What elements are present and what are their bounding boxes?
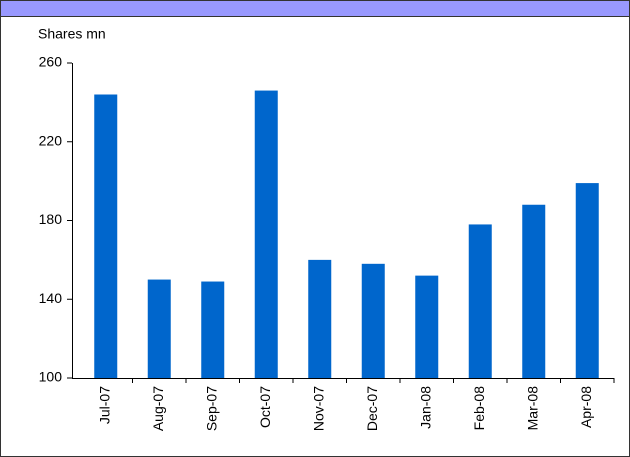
y-tick-label: 220: [39, 132, 63, 148]
y-axis-label: Shares mn: [38, 26, 106, 42]
bar: [415, 275, 439, 378]
bar: [468, 224, 492, 378]
bar: [575, 183, 599, 378]
bar: [361, 263, 385, 378]
bar: [254, 90, 278, 378]
x-tick-label: Jan-08: [417, 386, 433, 429]
x-tick-label: Feb-08: [471, 386, 487, 431]
header-band: [0, 0, 630, 17]
y-tick-label: 140: [39, 290, 63, 306]
x-tick-label: Dec-07: [364, 386, 380, 431]
y-tick-label: 100: [39, 369, 63, 385]
x-tick-label: Apr-08: [578, 386, 594, 428]
bar: [522, 204, 546, 378]
bar: [94, 94, 118, 378]
x-tick-label: Aug-07: [150, 386, 166, 431]
y-tick-label: 180: [39, 211, 63, 227]
x-tick-label: Oct-07: [257, 386, 273, 428]
x-tick-label: Nov-07: [310, 386, 326, 431]
bar: [201, 281, 225, 378]
x-tick-label: Jul-07: [96, 386, 112, 424]
bar: [147, 279, 171, 378]
bar: [308, 259, 332, 378]
x-tick-label: Sep-07: [203, 386, 219, 431]
y-tick-label: 260: [39, 54, 63, 70]
x-tick-label: Mar-08: [524, 386, 540, 431]
